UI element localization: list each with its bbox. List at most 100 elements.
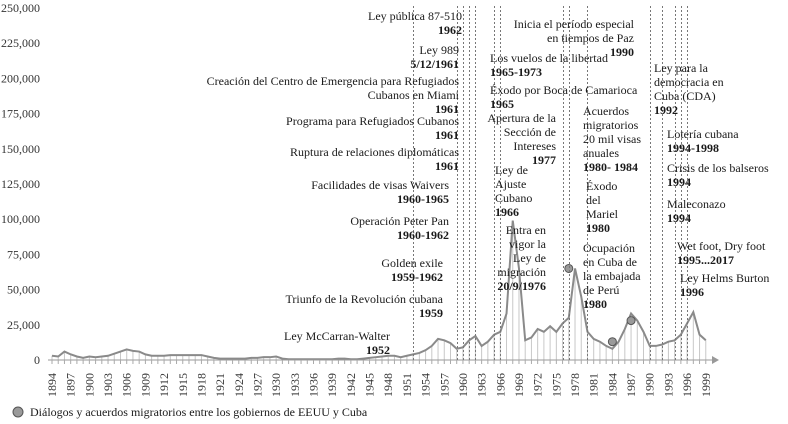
y-tick-label: 250,000 bbox=[1, 1, 40, 15]
y-tick-label: 50,000 bbox=[7, 283, 40, 297]
event-year: 1961 bbox=[435, 128, 459, 142]
event-label: Operación Peter Pan bbox=[350, 214, 449, 228]
y-tick-label: 175,000 bbox=[1, 107, 40, 121]
x-tick-label: 1912 bbox=[157, 373, 171, 397]
event-label: Golden exile bbox=[381, 256, 443, 270]
x-tick-label: 1966 bbox=[493, 373, 507, 397]
event-label: Intereses bbox=[513, 139, 556, 153]
x-tick-label: 1942 bbox=[344, 373, 358, 397]
x-tick-label: 1951 bbox=[400, 373, 414, 397]
x-tick-label: 1960 bbox=[456, 373, 470, 397]
event-annotation: Creación del Centro de Emergencia para R… bbox=[207, 74, 460, 116]
event-label: Cubanos en Miami bbox=[368, 88, 460, 102]
x-tick-label: 1921 bbox=[213, 373, 227, 397]
event-label: en Cuba de bbox=[583, 255, 637, 269]
x-axis: 1894 1897 1900 1903 1906 1909 1912 1915 1918 1921… bbox=[45, 356, 719, 397]
x-tick-label: 1909 bbox=[138, 373, 152, 397]
x-tick-label: 1918 bbox=[194, 373, 208, 397]
x-tick-label: 1927 bbox=[250, 373, 264, 397]
event-label: Ley 989 bbox=[419, 43, 459, 57]
x-tick-label: 1903 bbox=[101, 373, 115, 397]
x-tick-label: 1897 bbox=[64, 373, 78, 397]
event-label: democracia en bbox=[654, 75, 724, 89]
event-label: Entra en bbox=[506, 223, 546, 237]
event-year: 1962 bbox=[438, 23, 462, 37]
y-tick-label: 100,000 bbox=[1, 212, 40, 226]
event-year: 1977 bbox=[532, 153, 556, 167]
dialogue-marker bbox=[564, 263, 574, 273]
event-year: 1992 bbox=[654, 103, 678, 117]
x-tick-label: 1900 bbox=[82, 373, 96, 397]
x-tick-label: 1915 bbox=[176, 373, 190, 397]
x-tick-label: 1996 bbox=[680, 373, 694, 397]
event-year: 1961 bbox=[435, 102, 459, 116]
x-tick-label: 1993 bbox=[661, 373, 675, 397]
event-year: 1980 bbox=[583, 297, 607, 311]
x-axis-arrow-icon bbox=[712, 356, 719, 364]
x-tick-label: 1963 bbox=[475, 373, 489, 397]
event-label: Crisis de los balseros bbox=[667, 161, 769, 175]
event-label: Cubano bbox=[495, 191, 532, 205]
event-label: Wet foot, Dry foot bbox=[677, 239, 766, 253]
event-year: 1952 bbox=[366, 343, 390, 357]
x-tick-label: 1924 bbox=[232, 373, 246, 397]
event-label: Acuerdos bbox=[583, 104, 629, 118]
event-label: Mariel bbox=[586, 207, 619, 221]
legend-label: Diálogos y acuerdos migratorios entre lo… bbox=[30, 405, 368, 419]
y-tick-label: 125,000 bbox=[1, 177, 40, 191]
x-tick-label: 1954 bbox=[419, 373, 433, 397]
y-tick-label: 225,000 bbox=[1, 36, 40, 50]
event-year: 1980 bbox=[586, 221, 610, 235]
event-label: Programa para Refugiados Cubanos bbox=[286, 114, 459, 128]
event-label: Sección de bbox=[504, 125, 556, 139]
event-label: Ley para la bbox=[654, 61, 709, 75]
event-label: Lotería cubana bbox=[667, 127, 739, 141]
y-axis: 0 25,000 50,000 75,000 100,000 125,000 150,000… bbox=[1, 1, 40, 367]
event-label: de Perú bbox=[583, 283, 619, 297]
x-tick-label: 1930 bbox=[269, 373, 283, 397]
event-year: 1994 bbox=[667, 175, 691, 189]
event-label: Ley pública 87-510 bbox=[368, 9, 462, 23]
event-year: 1994 bbox=[667, 211, 691, 225]
x-tick-label: 1894 bbox=[45, 373, 59, 397]
y-tick-label: 75,000 bbox=[7, 247, 40, 261]
x-tick-label: 1999 bbox=[699, 373, 713, 397]
event-year: 20/9/1976 bbox=[497, 279, 546, 293]
event-label: Ajuste bbox=[495, 177, 526, 191]
x-tick-label: 1981 bbox=[587, 373, 601, 397]
event-label: migratorios bbox=[583, 118, 639, 132]
series-line bbox=[51, 220, 707, 361]
event-year: 5/12/1961 bbox=[410, 57, 459, 71]
legend: Diálogos y acuerdos migratorios entre lo… bbox=[12, 405, 368, 419]
event-year: 1990 bbox=[610, 45, 634, 59]
event-year: 1965 bbox=[490, 97, 514, 111]
event-label: Apertura de la bbox=[487, 111, 556, 125]
x-tick-label: 1972 bbox=[531, 373, 545, 397]
event-year: 1965-1973 bbox=[490, 65, 542, 79]
event-label: Inicia el período especial bbox=[514, 17, 635, 31]
event-label: Ley de bbox=[513, 251, 546, 265]
dialogue-marker bbox=[607, 337, 617, 347]
event-year: 1995...2017 bbox=[677, 253, 734, 267]
event-label: Los vuelos de la libertad bbox=[490, 51, 608, 65]
y-tick-label: 200,000 bbox=[1, 71, 40, 85]
event-label: en tiempos de Paz bbox=[547, 31, 634, 45]
event-label: vigor la bbox=[509, 237, 547, 251]
event-label: anuales bbox=[583, 146, 619, 160]
